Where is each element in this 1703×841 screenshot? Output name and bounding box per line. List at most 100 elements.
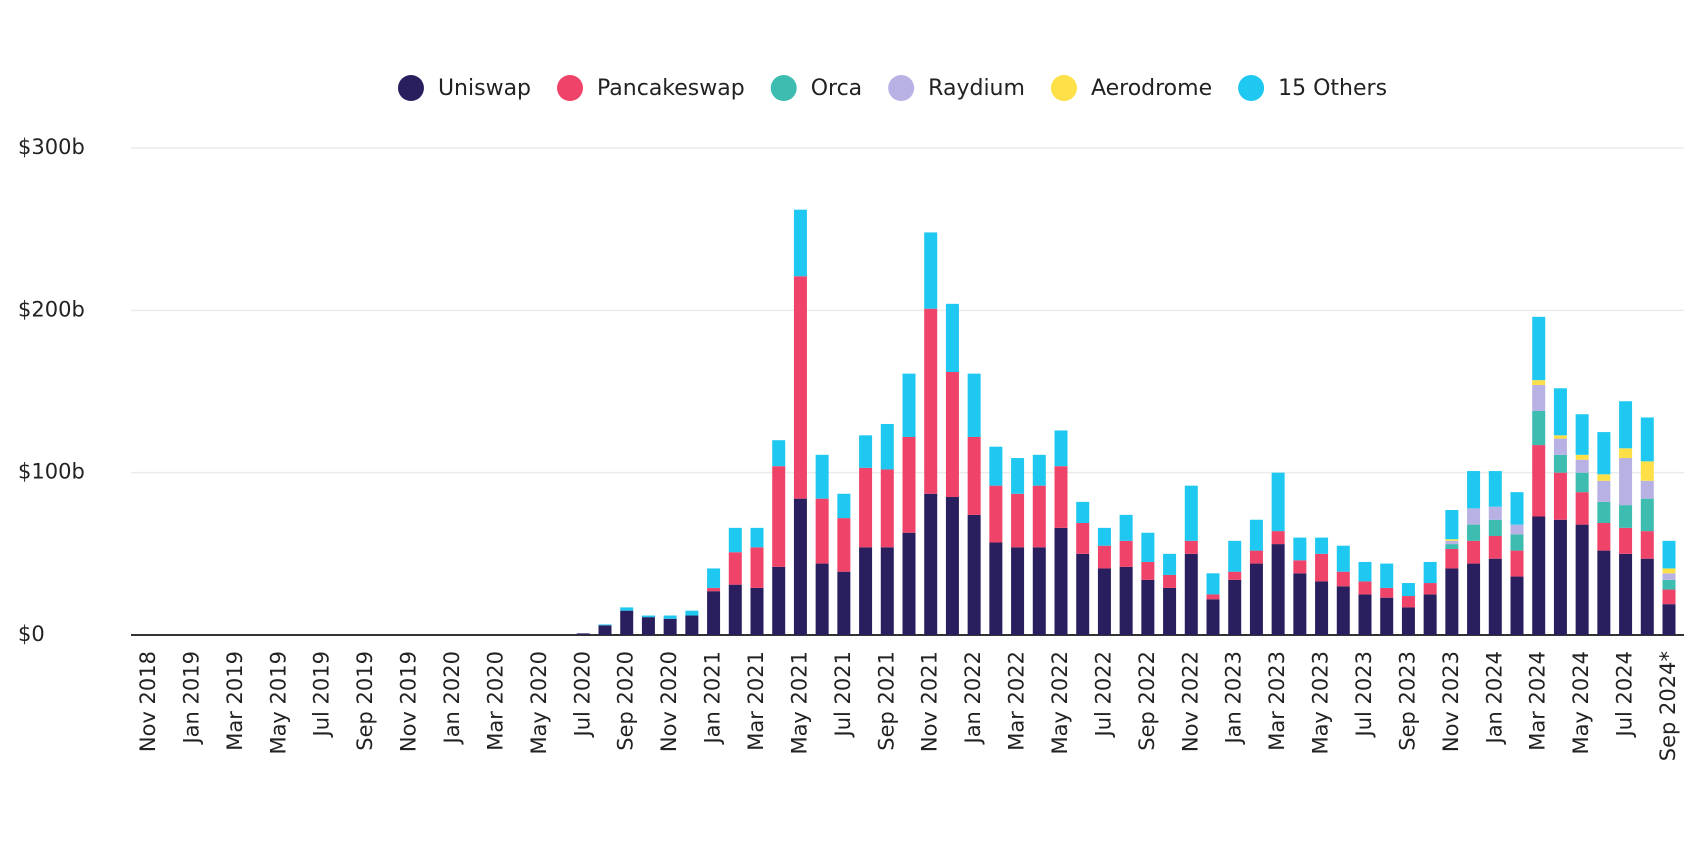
x-tick-label: Jan 2019 bbox=[179, 651, 203, 746]
bar-segment bbox=[1141, 561, 1155, 580]
bar-segment bbox=[1640, 531, 1654, 559]
legend-swatch bbox=[888, 75, 915, 101]
bar-segment bbox=[1510, 534, 1524, 551]
bar-segment bbox=[1076, 553, 1090, 635]
bar-segment bbox=[1553, 519, 1567, 635]
bar-segment bbox=[1619, 553, 1633, 635]
bar-segment bbox=[1640, 480, 1654, 499]
bar-segment bbox=[663, 615, 677, 619]
bar-segment bbox=[793, 209, 807, 277]
bar-segment bbox=[1401, 583, 1415, 597]
legend-label: Aerodrome bbox=[1091, 76, 1212, 101]
bar-segment bbox=[1184, 540, 1198, 554]
x-tick-label: May 2020 bbox=[527, 651, 551, 755]
bar-segment bbox=[1336, 571, 1350, 587]
bar-segment bbox=[1662, 579, 1676, 590]
y-tick-label: $200b bbox=[18, 297, 85, 321]
bar-segment bbox=[1553, 472, 1567, 520]
bar-segment bbox=[859, 467, 873, 548]
x-tick-label: Jul 2019 bbox=[310, 651, 334, 738]
bar-segment bbox=[1206, 599, 1220, 635]
y-tick-label: $300b bbox=[18, 135, 85, 159]
bar-segment bbox=[772, 440, 786, 467]
bar-segment bbox=[1293, 537, 1307, 561]
bar-segment bbox=[1206, 573, 1220, 595]
bar-segment bbox=[1119, 566, 1133, 635]
legend-label: Raydium bbox=[928, 76, 1025, 101]
bar-segment bbox=[1358, 561, 1372, 582]
x-tick-label: Jul 2023 bbox=[1352, 651, 1376, 738]
bar-segment bbox=[1011, 493, 1025, 548]
bar-segment bbox=[1141, 579, 1155, 635]
bar-segment bbox=[685, 615, 699, 635]
bar-segment bbox=[772, 466, 786, 567]
bar-segment bbox=[880, 547, 894, 635]
bar-segment bbox=[1315, 581, 1329, 635]
x-tick-label: Sep 2020 bbox=[614, 651, 638, 751]
bar-segment bbox=[576, 633, 590, 635]
x-tick-label: Jan 2020 bbox=[440, 651, 464, 746]
bar-segment bbox=[1445, 548, 1459, 569]
bar-segment bbox=[815, 563, 829, 635]
x-tick-label: Jan 2024 bbox=[1482, 651, 1506, 746]
x-tick-label: May 2019 bbox=[266, 651, 290, 755]
bar-segment bbox=[1032, 454, 1046, 486]
bar-segment bbox=[1532, 445, 1546, 517]
bar-segment bbox=[1249, 519, 1263, 551]
bar-segment bbox=[1575, 524, 1589, 635]
bar-segment bbox=[1163, 553, 1177, 575]
bar-segment bbox=[1488, 558, 1502, 635]
bar-segment bbox=[1619, 458, 1633, 506]
bar-segment bbox=[728, 552, 742, 585]
bar-segment bbox=[1575, 414, 1589, 455]
bar-segment bbox=[1488, 535, 1502, 559]
bar-segment bbox=[1445, 568, 1459, 635]
bar-segment bbox=[750, 547, 764, 588]
x-tick-label: Nov 2018 bbox=[136, 651, 160, 752]
bar-segment bbox=[1510, 576, 1524, 635]
bar-segment bbox=[1228, 579, 1242, 635]
bar-segment bbox=[837, 571, 851, 635]
bar-segment bbox=[924, 308, 938, 494]
bar-segment bbox=[1532, 410, 1546, 446]
x-tick-label: Mar 2022 bbox=[1005, 651, 1029, 751]
x-tick-label: Mar 2024 bbox=[1526, 651, 1550, 751]
x-tick-label: Jul 2024 bbox=[1613, 651, 1637, 738]
bar-segment bbox=[1619, 401, 1633, 449]
bar-segment bbox=[1445, 540, 1459, 545]
bar-segment bbox=[1488, 519, 1502, 536]
bar-segment bbox=[1597, 432, 1611, 475]
bar-segment bbox=[1184, 485, 1198, 541]
bar-segment bbox=[1575, 492, 1589, 525]
bar-segment bbox=[1553, 435, 1567, 439]
bar-segment bbox=[1662, 604, 1676, 635]
x-tick-label: Jul 2022 bbox=[1091, 651, 1115, 738]
x-tick-label: Sep 2023 bbox=[1395, 651, 1419, 751]
bar-segment bbox=[1336, 586, 1350, 635]
legend-label: Pancakeswap bbox=[597, 76, 745, 101]
bar-segment bbox=[1423, 561, 1437, 584]
bar-segment bbox=[1054, 430, 1068, 467]
bar-segment bbox=[598, 625, 612, 635]
bar-segment bbox=[1640, 558, 1654, 635]
bar-segment bbox=[1054, 466, 1068, 528]
bar-segment bbox=[1271, 531, 1285, 545]
bar-segment bbox=[989, 485, 1003, 543]
bar-segment bbox=[1532, 516, 1546, 635]
x-tick-label: Mar 2020 bbox=[483, 651, 507, 751]
legend-swatch bbox=[397, 75, 424, 101]
bar-segment bbox=[1662, 573, 1676, 580]
x-tick-label: Jan 2023 bbox=[1222, 651, 1246, 746]
bar-segment bbox=[1532, 316, 1546, 381]
bar-segment bbox=[1119, 540, 1133, 567]
bar-segment bbox=[641, 615, 655, 618]
x-tick-label: May 2021 bbox=[787, 651, 811, 755]
bar-segment bbox=[707, 568, 721, 588]
x-tick-label: Nov 2022 bbox=[1178, 651, 1202, 752]
bar-segment bbox=[1467, 471, 1481, 509]
bar-segment bbox=[1032, 547, 1046, 635]
bar-segment bbox=[1206, 594, 1220, 600]
bar-segment bbox=[1228, 540, 1242, 572]
bar-segment bbox=[1619, 505, 1633, 528]
bar-segment bbox=[1445, 510, 1459, 540]
